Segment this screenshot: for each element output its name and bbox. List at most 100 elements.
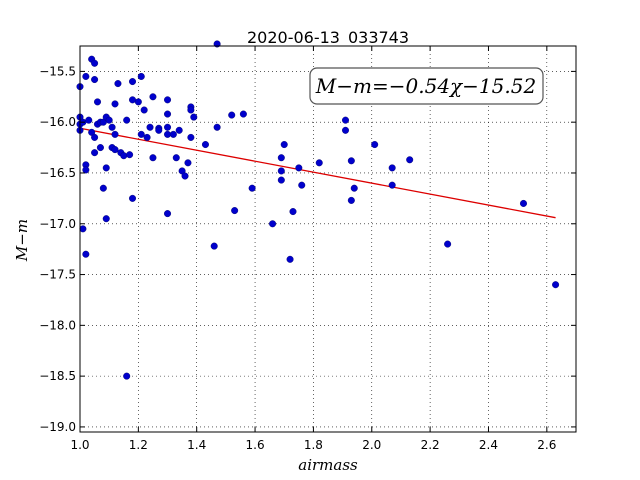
x-axis-label: airmass bbox=[298, 456, 358, 474]
x-tick-label: 1.8 bbox=[304, 438, 323, 452]
data-point bbox=[102, 164, 110, 172]
data-point bbox=[102, 215, 110, 223]
data-point bbox=[120, 152, 128, 160]
x-tick-label: 2.0 bbox=[362, 438, 381, 452]
fit-annotation: M−m=−0.54χ−15.52 bbox=[309, 67, 544, 105]
data-point bbox=[114, 80, 122, 88]
data-point bbox=[239, 110, 247, 118]
data-point bbox=[164, 96, 172, 104]
data-point bbox=[111, 100, 119, 108]
data-point bbox=[231, 207, 239, 215]
data-point bbox=[91, 133, 99, 141]
data-point bbox=[137, 130, 145, 138]
x-tick-label: 1.0 bbox=[70, 438, 89, 452]
data-point bbox=[213, 123, 221, 131]
data-point bbox=[129, 96, 137, 104]
x-tick-label: 2.2 bbox=[421, 438, 440, 452]
data-point bbox=[181, 172, 189, 180]
data-point bbox=[79, 225, 87, 233]
data-point bbox=[105, 116, 113, 124]
data-point bbox=[277, 176, 285, 184]
data-point bbox=[201, 141, 209, 149]
data-point bbox=[269, 220, 277, 228]
data-point bbox=[91, 76, 99, 84]
data-points bbox=[76, 40, 560, 380]
x-tick-label: 1.2 bbox=[129, 438, 148, 452]
annotation-box bbox=[309, 67, 544, 105]
data-point bbox=[289, 208, 297, 216]
x-tick-label: 1.6 bbox=[246, 438, 265, 452]
x-tick-label: 2.4 bbox=[479, 438, 498, 452]
data-point bbox=[82, 250, 90, 258]
data-point bbox=[277, 167, 285, 175]
data-point bbox=[388, 164, 396, 172]
data-point bbox=[519, 199, 527, 207]
data-point bbox=[342, 126, 350, 134]
y-tick-label: −18.5 bbox=[39, 369, 76, 383]
data-point bbox=[350, 184, 358, 192]
annotation-text: M−m=−0.54χ−15.52 bbox=[315, 74, 536, 98]
plot-area bbox=[80, 46, 576, 432]
data-point bbox=[277, 154, 285, 162]
data-point bbox=[190, 113, 198, 121]
x-tick-label: 1.4 bbox=[187, 438, 206, 452]
data-point bbox=[388, 181, 396, 189]
data-point bbox=[342, 116, 350, 124]
data-point bbox=[164, 110, 172, 118]
data-point bbox=[228, 111, 236, 119]
data-point bbox=[129, 194, 137, 202]
data-point bbox=[347, 157, 355, 165]
data-point bbox=[175, 126, 183, 134]
data-point bbox=[129, 78, 137, 86]
data-point bbox=[123, 116, 131, 124]
y-tick-label: −16.0 bbox=[39, 115, 76, 129]
y-tick-label: −16.5 bbox=[39, 166, 76, 180]
data-point bbox=[444, 240, 452, 248]
data-point bbox=[94, 98, 102, 106]
data-point bbox=[184, 159, 192, 167]
data-point bbox=[82, 72, 90, 80]
x-tick-label: 2.6 bbox=[537, 438, 556, 452]
data-point bbox=[347, 196, 355, 204]
data-point bbox=[172, 154, 180, 162]
data-point bbox=[371, 141, 379, 149]
data-point bbox=[286, 255, 294, 263]
data-point bbox=[108, 123, 116, 131]
data-point bbox=[91, 59, 99, 67]
chart-title: 2020-06-13_033743 bbox=[247, 28, 409, 48]
fit-line bbox=[79, 127, 556, 219]
data-point bbox=[169, 130, 177, 138]
data-point bbox=[126, 151, 134, 159]
data-point bbox=[155, 126, 163, 134]
fit-line-layer bbox=[79, 127, 556, 219]
data-point bbox=[91, 149, 99, 157]
data-point bbox=[82, 166, 90, 174]
data-point bbox=[149, 93, 157, 101]
data-point bbox=[111, 130, 119, 138]
data-point bbox=[96, 144, 104, 152]
data-point bbox=[248, 184, 256, 192]
data-point bbox=[210, 242, 218, 250]
y-tick-label: −18.0 bbox=[39, 318, 76, 332]
data-point bbox=[134, 98, 142, 106]
plot-frame bbox=[79, 45, 577, 433]
axis-ticks: 1.0 1.2 1.4 1.6 1.8 2.0 2.2 2.4 2.6 −15.5 −16.0 −16… bbox=[39, 46, 576, 452]
y-tick-label: −17.0 bbox=[39, 217, 76, 231]
data-point bbox=[85, 116, 93, 124]
data-point bbox=[164, 210, 172, 218]
data-point bbox=[99, 184, 107, 192]
y-axis-label: M−m bbox=[13, 219, 31, 262]
data-point bbox=[187, 133, 195, 141]
data-point bbox=[149, 154, 157, 162]
data-point bbox=[137, 72, 145, 80]
y-tick-label: −15.5 bbox=[39, 64, 76, 78]
y-tick-label: −17.5 bbox=[39, 268, 76, 282]
data-point bbox=[315, 159, 323, 167]
data-point bbox=[146, 123, 154, 131]
data-point bbox=[143, 133, 151, 141]
data-point bbox=[164, 123, 172, 131]
data-point bbox=[298, 181, 306, 189]
data-point bbox=[406, 156, 414, 164]
data-point bbox=[552, 281, 560, 289]
